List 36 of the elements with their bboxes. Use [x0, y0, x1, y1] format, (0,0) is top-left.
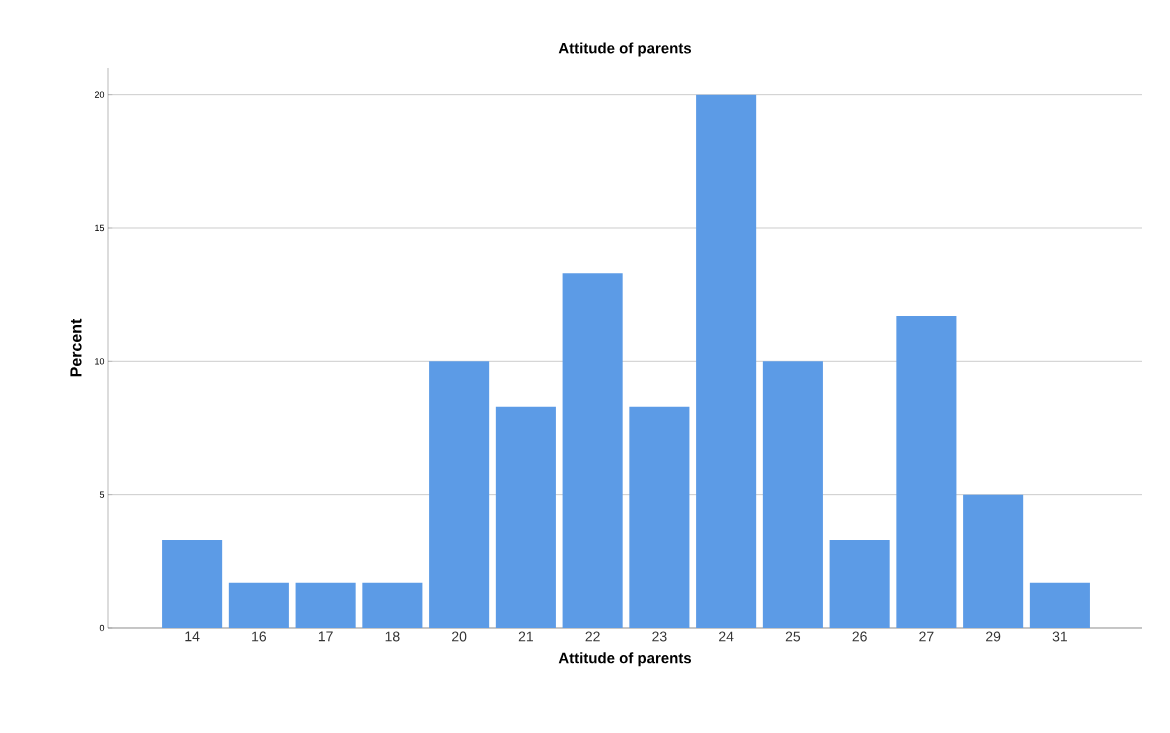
y-tick-label: 5: [99, 491, 105, 498]
bar: [362, 582, 423, 628]
x-tick-label: 21: [518, 631, 533, 642]
bar: [762, 361, 823, 628]
bar: [562, 273, 623, 628]
x-tick-label: 16: [252, 631, 267, 642]
y-tick-label: 15: [95, 224, 105, 232]
bar: [829, 539, 890, 628]
bar: [963, 494, 1024, 628]
bar: [896, 315, 957, 628]
x-tick-label: 25: [785, 631, 801, 642]
bar: [495, 406, 556, 628]
bar: [1029, 582, 1090, 628]
x-tick-label: 18: [385, 631, 400, 642]
bar: [629, 406, 690, 628]
x-tick-label: 24: [719, 631, 734, 642]
x-axis-title: Attitude of parents: [558, 652, 692, 667]
x-tick-label: 14: [185, 631, 200, 642]
chart-title: Attitude of parents: [558, 42, 692, 57]
bar: [295, 582, 356, 628]
x-tick-label: 26: [852, 631, 867, 642]
x-tick-label: 17: [318, 631, 333, 642]
y-tick-label: 20: [94, 91, 105, 98]
x-tick-label: 23: [652, 631, 667, 642]
x-tick-label: 27: [919, 631, 934, 642]
bar: [162, 539, 223, 628]
x-tick-label: 20: [452, 631, 467, 642]
x-tick-label: 29: [986, 631, 1001, 642]
bar: [696, 94, 757, 628]
bar: [429, 361, 490, 628]
y-tick-label: 0: [99, 624, 105, 632]
y-tick-label: 10: [95, 358, 105, 365]
x-tick-label: 22: [585, 631, 600, 642]
x-tick-label: 31: [1052, 631, 1067, 642]
bar: [228, 582, 289, 628]
y-axis-title: Percent: [70, 318, 82, 377]
